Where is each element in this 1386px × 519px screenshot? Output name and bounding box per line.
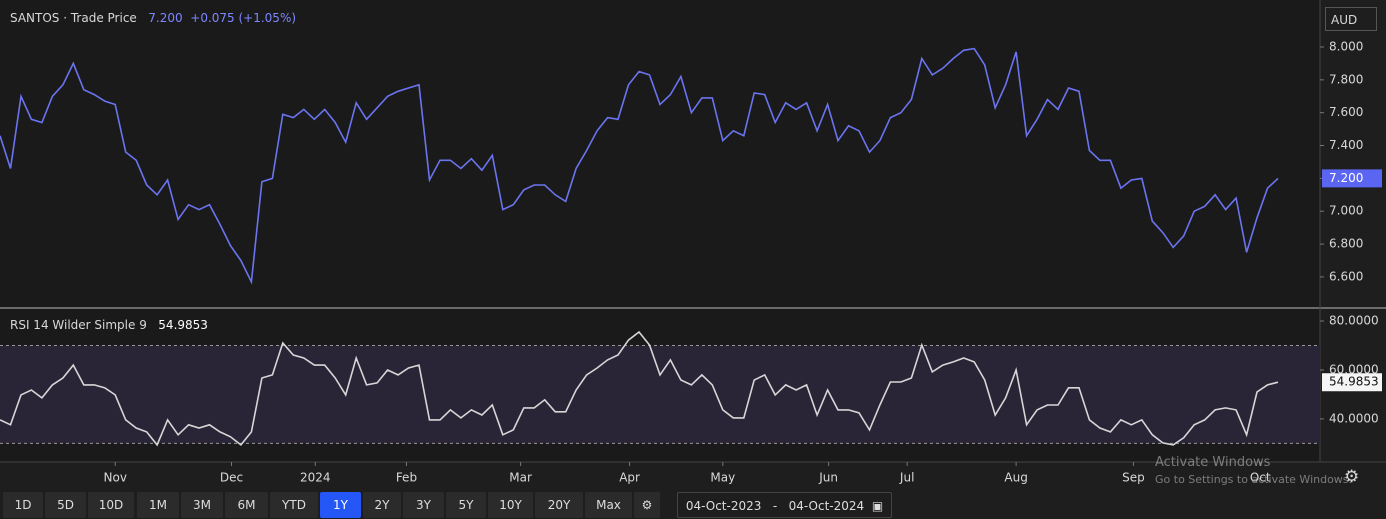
current-label: 54.9853 bbox=[1329, 375, 1379, 389]
title: RSI 14 Wilder Simple 9 bbox=[10, 318, 147, 332]
y-tick-label: 80.0000 bbox=[1329, 314, 1379, 328]
current-marker bbox=[1322, 169, 1382, 188]
x-tick-label: Jun bbox=[818, 471, 838, 485]
price-header: SANTOS · Trade Price 7.200 +0.075 (+1.05… bbox=[10, 11, 296, 25]
calendar-icon: ▣ bbox=[871, 499, 884, 513]
range-button[interactable]: 1Y bbox=[320, 492, 361, 518]
range-button[interactable]: 2Y bbox=[363, 492, 401, 518]
rsi-line bbox=[0, 330, 1279, 447]
date-to: 04-Oct-2024 bbox=[788, 499, 865, 513]
rsi-header: RSI 14 Wilder Simple 9 54.9853 bbox=[10, 318, 208, 332]
y-tick-label: 60.0000 bbox=[1329, 362, 1379, 376]
x-tick-label: Feb bbox=[396, 471, 417, 485]
x-tick-label: Oct bbox=[1250, 471, 1271, 485]
y-tick-label: 6.600 bbox=[1329, 269, 1363, 283]
settings-button[interactable]: ⚙ bbox=[634, 492, 660, 518]
y-tick-label: 7.000 bbox=[1329, 204, 1363, 218]
y-tick-label: 8.000 bbox=[1329, 39, 1363, 53]
range-button[interactable]: YTD bbox=[270, 492, 318, 518]
range-button[interactable]: 1M bbox=[137, 492, 179, 518]
date-from: 04-Oct-2023 bbox=[685, 499, 762, 513]
x-tick-label: Dec bbox=[220, 471, 243, 485]
y-tick-label: 40.0000 bbox=[1329, 411, 1379, 425]
range-button[interactable]: 6M bbox=[225, 492, 268, 518]
rsi-band bbox=[0, 345, 1320, 444]
date-separator: - bbox=[772, 499, 778, 513]
watermark-title: Activate Windows bbox=[1155, 455, 1271, 470]
chart-settings[interactable]: ⚙ bbox=[1344, 467, 1360, 487]
range-button[interactable]: 3Y bbox=[403, 492, 444, 518]
x-tick-label: Jul bbox=[899, 471, 914, 485]
x-tick-label: Aug bbox=[1004, 471, 1027, 485]
title: SANTOS · Trade Price bbox=[10, 11, 137, 25]
price-change: +0.075 (+1.05%) bbox=[190, 11, 297, 25]
date-range[interactable]: 04-Oct-2023 - 04-Oct-2024 ▣ bbox=[677, 492, 892, 518]
price-line bbox=[0, 47, 1279, 285]
range-button[interactable]: 5D bbox=[45, 492, 86, 518]
last-price: 7.200 bbox=[148, 11, 183, 25]
current-marker bbox=[1322, 373, 1382, 392]
y-tick-label: 6.800 bbox=[1329, 237, 1363, 251]
x-tick-label: Nov bbox=[104, 471, 127, 485]
range-button[interactable]: 10D bbox=[88, 492, 134, 518]
x-tick-label: May bbox=[710, 471, 735, 485]
watermark-text: Go to Settings to activate Windows. bbox=[1155, 473, 1353, 486]
range-button[interactable]: Max bbox=[585, 492, 632, 518]
x-tick-label: Sep bbox=[1122, 471, 1145, 485]
range-button[interactable]: 1D bbox=[3, 492, 43, 518]
range-button[interactable]: 3M bbox=[181, 492, 223, 518]
current-label: 7.200 bbox=[1329, 171, 1363, 185]
x-tick-label: Mar bbox=[509, 471, 532, 485]
x-tick-label: 2024 bbox=[300, 471, 331, 485]
currency-select[interactable]: AUD bbox=[1325, 7, 1377, 31]
y-tick-label: 7.800 bbox=[1329, 72, 1363, 86]
range-button[interactable]: 5Y bbox=[446, 492, 486, 518]
rsi-value: 54.9853 bbox=[158, 318, 208, 332]
y-tick-label: 7.600 bbox=[1329, 105, 1363, 119]
range-button[interactable]: 20Y bbox=[535, 492, 583, 518]
x-tick-label: Apr bbox=[619, 471, 640, 485]
range-button[interactable]: 10Y bbox=[488, 492, 533, 518]
y-tick-label: 7.400 bbox=[1329, 138, 1363, 152]
